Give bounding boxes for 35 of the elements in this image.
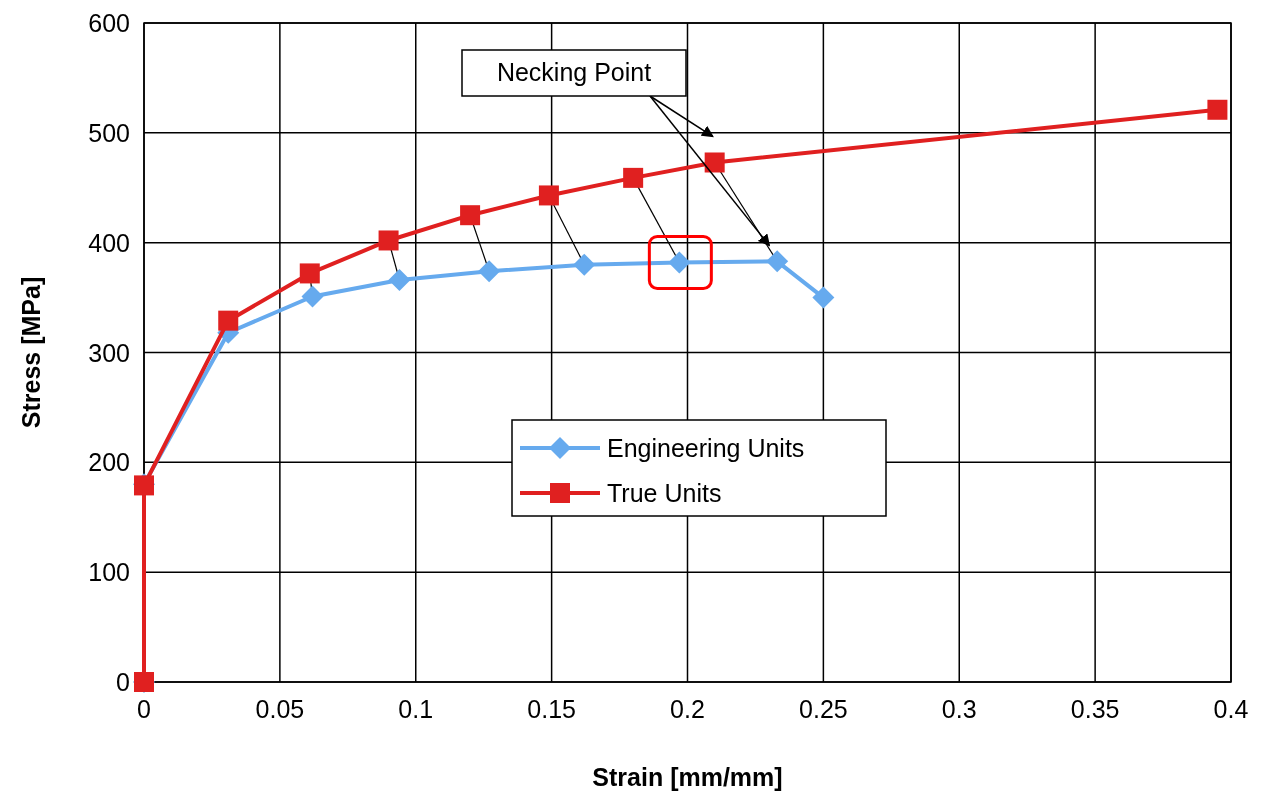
point (388, 269, 411, 292)
point (812, 286, 835, 309)
point (623, 167, 644, 188)
y-axis-title: Stress [MPa] (17, 276, 45, 429)
y-tick-label: 600 (88, 9, 130, 37)
point (766, 250, 789, 273)
point (573, 253, 596, 276)
y-tick-label: 300 (88, 338, 130, 367)
x-tick-label: 0.1 (398, 695, 434, 723)
x-tick-label: 0 (137, 695, 151, 723)
point (538, 185, 559, 206)
y-tick-label: 200 (88, 448, 130, 477)
y-tick-label: 100 (88, 558, 130, 587)
x-tick-label: 0.15 (527, 695, 576, 723)
point (478, 260, 501, 283)
point (378, 230, 399, 251)
x-axis-title: Strain [mm/mm] (592, 763, 783, 791)
point (704, 152, 725, 173)
x-tick-label: 0.35 (1070, 695, 1120, 723)
x-tick-label: 0.25 (799, 695, 848, 723)
point (460, 205, 481, 226)
point (218, 310, 239, 331)
x-tick-label: 0.05 (255, 695, 305, 723)
point (299, 263, 320, 284)
y-tick-label: 400 (88, 228, 130, 257)
x-tick-label: 0.2 (670, 695, 705, 723)
legend-label: Engineering Units (607, 434, 805, 462)
x-tick-label: 0.3 (941, 695, 977, 723)
annotation: Necking Point (496, 58, 652, 86)
point (301, 285, 324, 308)
x-tick-label: 0.4 (1213, 695, 1249, 723)
legend-label: True Units (607, 479, 722, 507)
y-tick-label: 500 (88, 118, 130, 147)
y-tick-label: 0 (116, 668, 130, 696)
point (1207, 99, 1228, 120)
